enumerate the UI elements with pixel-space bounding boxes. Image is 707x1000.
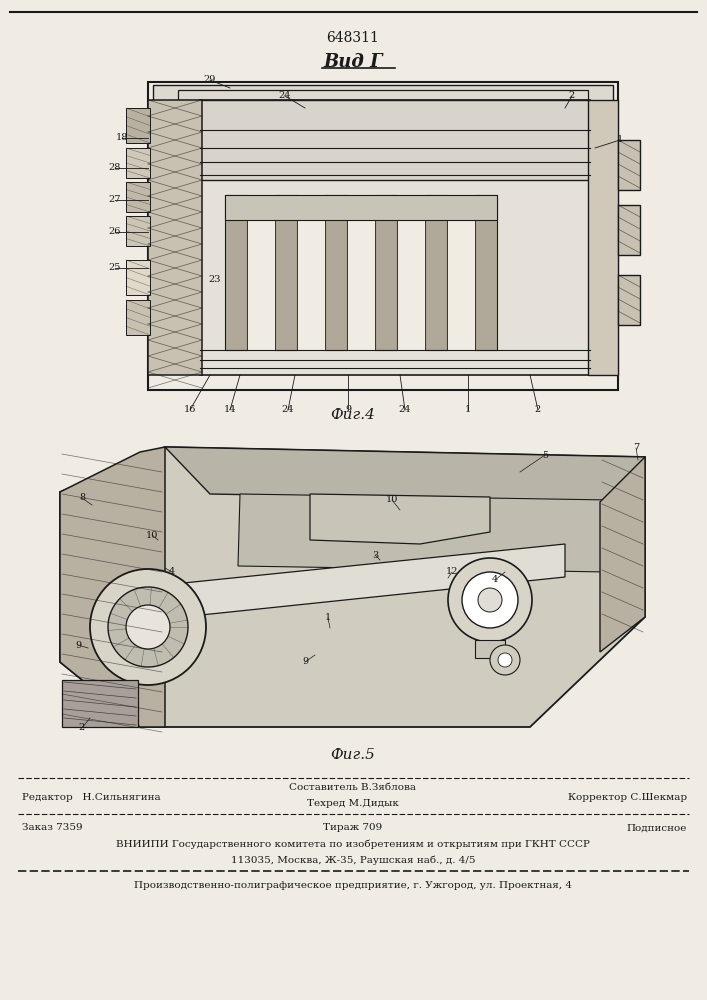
Text: 648311: 648311 [327,31,380,45]
Text: 7: 7 [633,444,639,452]
Text: Производственно-полиграфическое предприятие, г. Ужгород, ул. Проектная, 4: Производственно-полиграфическое предприя… [134,882,572,890]
Bar [397,195,425,350]
Text: 9: 9 [345,406,351,414]
Bar [126,260,150,295]
Text: 3: 3 [372,550,378,560]
Bar [297,195,325,350]
Text: 9: 9 [75,641,81,650]
Text: 1: 1 [325,613,331,622]
Bar [178,90,588,100]
Polygon shape [238,494,610,572]
Circle shape [90,569,206,685]
Bar [148,100,202,375]
Bar [225,195,247,350]
Bar [375,195,397,350]
Text: Фиг.4: Фиг.4 [331,408,375,422]
Text: Подписное: Подписное [626,824,687,832]
Text: 18: 18 [116,133,128,142]
Text: 25: 25 [109,263,121,272]
Bar [447,195,475,350]
Polygon shape [165,447,645,502]
Circle shape [498,653,512,667]
Text: 9: 9 [302,658,308,666]
Circle shape [490,645,520,675]
Bar [126,148,150,178]
Text: 5: 5 [542,450,548,460]
Circle shape [108,587,188,667]
Bar [475,640,505,658]
Bar [200,100,590,375]
Text: Составитель В.Зяблова: Составитель В.Зяблова [289,784,416,792]
Circle shape [126,605,170,649]
Bar [225,195,497,220]
Text: Техред М.Дидык: Техред М.Дидык [307,800,399,808]
Text: ВНИИПИ Государственного комитета по изобретениям и открытиям при ГКНТ СССР: ВНИИПИ Государственного комитета по изоб… [116,839,590,849]
Text: 16: 16 [184,406,196,414]
Circle shape [448,558,532,642]
Text: Вид Г: Вид Г [323,53,382,71]
Bar [153,85,613,103]
Polygon shape [115,544,565,624]
Text: Редактор   Н.Сильнягина: Редактор Н.Сильнягина [22,794,160,802]
Text: 2: 2 [569,92,575,101]
Text: 10: 10 [146,530,158,540]
Bar [618,140,640,190]
Bar [618,275,640,325]
Bar [126,108,150,143]
Bar [126,300,150,335]
Bar [126,216,150,246]
Text: 12: 12 [445,568,458,576]
Text: 24: 24 [399,406,411,414]
Bar [588,100,618,375]
Text: 14: 14 [223,406,236,414]
Bar [247,195,275,350]
Circle shape [478,588,502,612]
Bar [475,195,497,350]
Bar [200,100,590,180]
Bar [618,205,640,255]
Text: Корректор С.Шекмар: Корректор С.Шекмар [568,794,687,802]
Text: 1: 1 [465,406,471,414]
Polygon shape [62,680,138,727]
Text: 29: 29 [204,76,216,85]
Text: 24: 24 [282,406,294,414]
Circle shape [462,572,518,628]
Text: Фиг.5: Фиг.5 [331,748,375,762]
Text: 113035, Москва, Ж-35, Раушская наб., д. 4/5: 113035, Москва, Ж-35, Раушская наб., д. … [230,855,475,865]
Bar [148,82,618,390]
Bar [275,195,297,350]
Text: Заказ 7359: Заказ 7359 [22,824,83,832]
Text: 23: 23 [209,275,221,284]
Text: 24: 24 [279,92,291,101]
Text: 26: 26 [109,228,121,236]
Bar [347,195,375,350]
Text: 28: 28 [109,163,121,172]
Text: 2: 2 [79,724,85,732]
Text: 27: 27 [109,196,121,205]
Text: 2: 2 [535,406,541,414]
Text: 10: 10 [386,495,398,504]
Text: 1: 1 [617,135,623,144]
Bar [425,195,447,350]
Polygon shape [60,447,165,727]
Text: 4: 4 [169,568,175,576]
Text: 8: 8 [79,493,85,502]
Bar [126,182,150,212]
Polygon shape [600,457,645,652]
Bar [325,195,347,350]
Text: 4: 4 [492,576,498,584]
Polygon shape [60,447,645,727]
Text: Тираж 709: Тираж 709 [323,824,382,832]
Polygon shape [310,494,490,544]
